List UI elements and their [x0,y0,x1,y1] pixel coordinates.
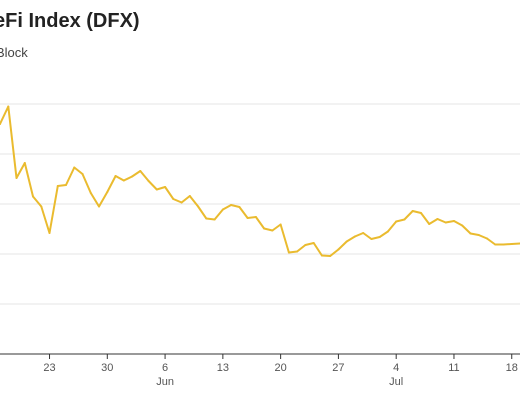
data-point [461,224,464,227]
data-point [0,123,1,125]
x-tick-label: 18 [506,362,518,374]
series-line [0,105,520,257]
chart-title: eFi Index (DFX) [0,10,140,32]
data-point [205,217,208,220]
data-point [337,248,340,251]
data-point [238,206,241,208]
data-point [329,255,332,257]
data-point [221,208,224,211]
data-point [444,221,447,224]
x-tick-label: 13 [217,362,229,374]
data-point [263,227,266,230]
data-point [510,243,513,245]
data-point [40,205,43,208]
data-point [502,243,505,246]
data-point [403,218,406,221]
chart-subtitle: Block [0,45,28,60]
data-point [279,223,282,226]
data-point [477,234,480,236]
x-tick-label: 6 [162,362,168,374]
data-point [287,251,290,254]
data-point [353,235,356,238]
data-point [395,220,398,223]
data-point [345,240,348,243]
x-tick-label: 30 [101,362,113,374]
x-tick-label: 11 [448,362,459,374]
data-point [48,232,51,234]
data-point [271,229,274,232]
data-point [370,238,373,240]
data-points [0,105,520,257]
data-point [230,204,233,206]
data-point [147,180,150,182]
data-point [81,173,84,175]
x-tick-label: 23 [43,362,55,374]
x-axis: 23 30 6 Jun 13 20 27 4 Jul 11 18 [0,353,520,388]
gridlines [0,103,520,305]
data-point [362,232,365,234]
x-month-label: Jun [156,376,174,388]
data-point [23,162,26,164]
series-layer [0,105,520,257]
data-point [386,230,389,233]
data-point [172,198,175,200]
data-point [56,185,59,187]
data-point [7,105,10,108]
data-point [155,188,158,191]
data-point [312,242,315,244]
data-point [436,218,439,220]
data-point [122,179,125,182]
data-point [254,216,257,218]
data-point [296,250,299,253]
data-point [15,177,18,179]
data-point [180,201,183,204]
x-tick-label: 27 [332,362,344,374]
data-point [73,166,76,169]
data-point [494,243,497,246]
data-point [411,210,414,212]
data-point [188,195,191,197]
data-point [213,218,216,221]
x-tick-label: 4 [393,362,399,374]
data-point [320,254,323,257]
data-point [304,244,307,246]
data-point [89,192,92,194]
data-point [164,186,167,188]
data-point [246,217,249,219]
data-point [378,236,381,238]
data-point [197,205,200,208]
data-point [428,223,431,225]
data-point [469,232,472,235]
x-tick-label: 20 [275,362,287,374]
data-point [485,237,488,240]
data-point [65,184,68,186]
data-point [419,212,422,214]
data-point [452,220,455,222]
data-point [106,191,109,193]
data-point [131,175,134,178]
data-point [98,205,101,208]
data-point [32,195,35,198]
data-point [114,175,117,177]
data-point [139,170,142,172]
x-month-label: Jul [389,376,403,388]
